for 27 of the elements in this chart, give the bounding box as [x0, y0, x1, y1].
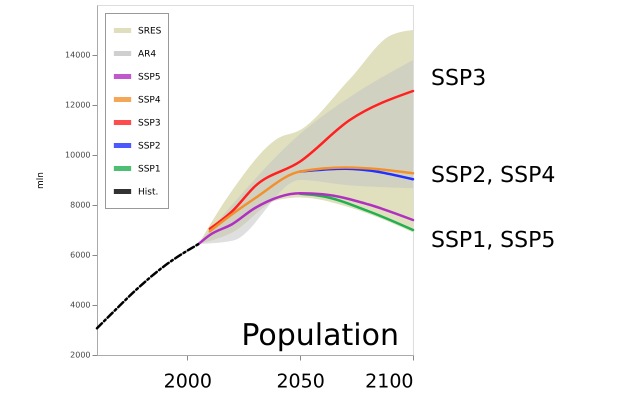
- legend-label: SSP5: [138, 72, 161, 82]
- y-tick-label: 10000: [65, 150, 90, 160]
- text: SSP2, SSP4: [431, 163, 556, 188]
- legend-label: AR4: [138, 50, 156, 60]
- legend-label: SSP1: [138, 164, 161, 174]
- y-tick-label: 8000: [70, 200, 90, 210]
- y-tick-label: 6000: [70, 250, 90, 260]
- legend-label: SSP4: [138, 96, 161, 106]
- line-series: [197, 192, 414, 246]
- x-tick-label: 2100: [365, 370, 414, 392]
- y-tick-label: 2000: [70, 350, 90, 360]
- y-tick-label: 4000: [70, 300, 90, 310]
- text: SSP1, SSP5: [431, 228, 556, 253]
- line-series: [208, 90, 414, 230]
- text: SSP3: [431, 66, 486, 91]
- annotation: Population: [241, 318, 399, 353]
- legend-label: SSP3: [138, 118, 161, 128]
- y-tick-label: 14000: [65, 50, 90, 60]
- x-tick-label: 2000: [164, 370, 212, 392]
- legend-label: Hist.: [138, 188, 158, 198]
- y-tick-label: 12000: [65, 100, 90, 110]
- line-series: [208, 166, 414, 232]
- x-tick-label: 2050: [276, 370, 325, 392]
- legend-label: SRES: [138, 26, 162, 36]
- line-series: [96, 242, 200, 330]
- legend-label: SSP2: [138, 142, 161, 152]
- y-axis-title: mln: [36, 172, 46, 189]
